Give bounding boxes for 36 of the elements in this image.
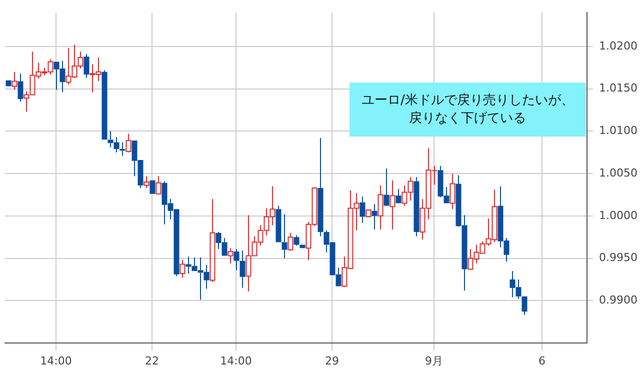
candlestick: [372, 204, 378, 230]
candlestick: [378, 184, 384, 230]
x-tick-label: 14:00: [40, 354, 72, 368]
x-tick-label: 6: [538, 354, 546, 368]
y-tick-label: 1.0200: [599, 39, 638, 52]
candlestick: [210, 198, 216, 283]
y-tick-label: 0.9950: [599, 251, 638, 264]
candlestick: [102, 70, 108, 140]
y-tick-label: 0.9900: [599, 294, 638, 306]
annotation: ユーロ/米ドルで戻り売りしたいが、戻りなく下げている: [361, 92, 574, 126]
candlestick: [396, 188, 402, 204]
x-tick-label: 14:00: [220, 354, 252, 368]
y-tick-label: 1.0150: [599, 82, 638, 95]
candlestick: [240, 250, 246, 288]
candlestick: [84, 54, 90, 78]
candlestick: [228, 248, 234, 264]
x-tick-label: 9月: [425, 354, 443, 368]
candlestick: [18, 73, 24, 102]
candlestick: [390, 180, 396, 230]
candlestick: [126, 133, 132, 153]
candlestick: [294, 234, 300, 246]
candlestick: [450, 173, 456, 210]
candlestick: [282, 214, 288, 259]
y-tick-label: 1.0050: [599, 166, 638, 180]
y-tick-label: 1.0100: [599, 124, 638, 138]
candlestick: [12, 71, 18, 90]
x-tick-label: 22: [145, 354, 159, 368]
candlestick: [318, 137, 324, 237]
candlestick: [384, 168, 390, 206]
candlestick: [360, 196, 366, 224]
candlestick: [522, 296, 528, 316]
candlestick: [414, 176, 420, 237]
candlestick: [156, 176, 162, 194]
y-tick-label: 1.0000: [599, 208, 638, 222]
x-tick-label: 29: [325, 354, 339, 368]
candlestick: [234, 248, 240, 271]
